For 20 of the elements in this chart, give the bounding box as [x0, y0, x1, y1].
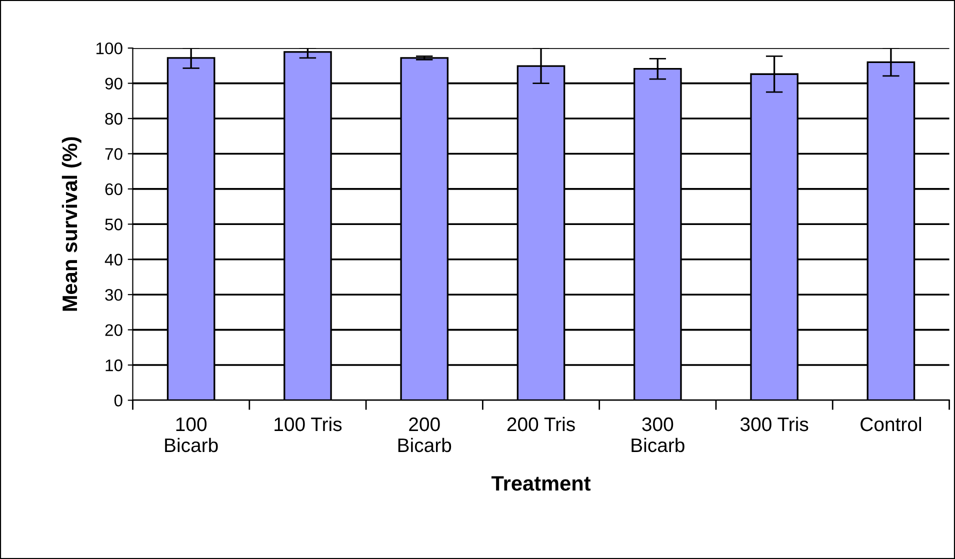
y-tick-label: 0: [114, 394, 122, 406]
y-tick-label: 80: [105, 112, 122, 125]
y-tick-label: 50: [105, 218, 122, 230]
y-tick-label: 70: [105, 148, 122, 160]
y-tick-label: 20: [105, 324, 122, 336]
x-tick-label: 300 Tris: [740, 416, 808, 432]
x-tick-label: 100 Bicarb: [165, 417, 218, 452]
x-tick-label: 200 Tris: [507, 416, 575, 432]
y-axis-title: Mean survival (%): [62, 137, 82, 311]
y-tick-label: 90: [105, 78, 122, 90]
y-tick-label: 30: [105, 288, 122, 301]
x-tick-label: 100 Tris: [274, 416, 342, 432]
x-tick-label: 300 Bicarb: [632, 417, 684, 452]
x-axis-title: Treatment: [491, 476, 591, 491]
y-tick-label: 10: [106, 359, 122, 372]
x-tick-label: 200 Bicarb: [398, 417, 452, 452]
x-tick-label: Control: [860, 416, 921, 432]
y-tick-label: 40: [104, 254, 122, 266]
y-tick-label: 60: [105, 183, 122, 196]
y-tick-label: 100: [96, 42, 122, 54]
